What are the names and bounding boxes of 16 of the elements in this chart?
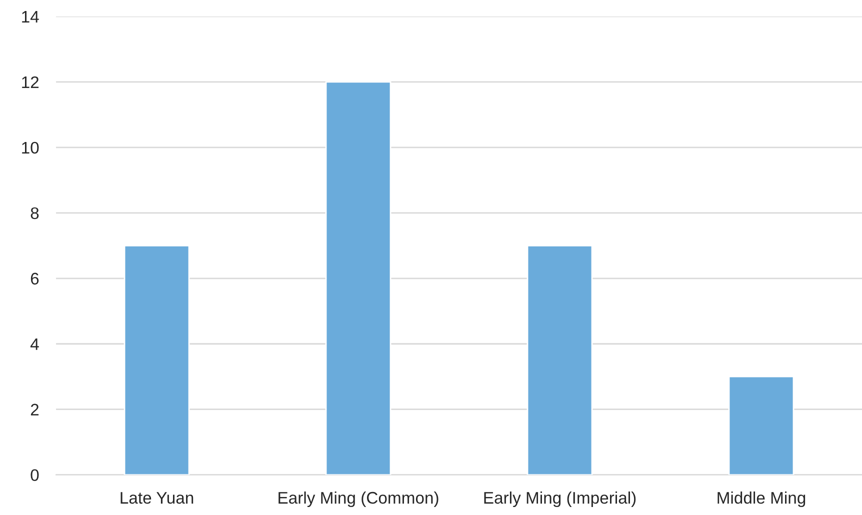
x-tick-label: Middle Ming: [718, 491, 806, 508]
bar: [325, 81, 392, 475]
y-tick-label: 4: [30, 338, 39, 350]
bar: [124, 244, 190, 475]
y-tick-label: 12: [22, 76, 39, 88]
y-tick-label: 14: [22, 11, 39, 23]
bar: [728, 376, 794, 475]
bar: [526, 244, 593, 475]
x-tick-label: Early Ming (Imperial): [484, 491, 636, 508]
y-tick-label: 6: [30, 272, 39, 285]
y-tick-label: 8: [30, 207, 39, 220]
x-tick-label: Late Yuan: [120, 492, 194, 504]
y-tick-label: 10: [22, 142, 39, 154]
x-tick-label: Early Ming (Common): [278, 491, 438, 508]
y-tick-label: 0: [30, 469, 39, 482]
y-tick-label: 2: [30, 404, 39, 416]
